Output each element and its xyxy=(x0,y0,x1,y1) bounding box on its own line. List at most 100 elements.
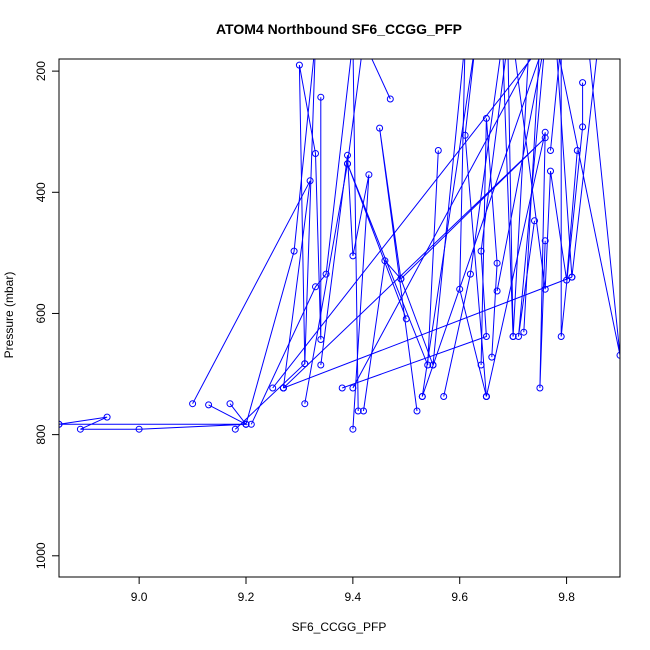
series-23 xyxy=(349,59,540,392)
data-point xyxy=(247,420,255,428)
series-line xyxy=(347,150,439,366)
data-point xyxy=(59,420,63,428)
data-point xyxy=(344,151,351,159)
data-point xyxy=(493,259,501,267)
data-point xyxy=(317,361,325,369)
series-line xyxy=(234,65,322,430)
data-point xyxy=(397,275,405,283)
series-line xyxy=(304,59,391,404)
series-15 xyxy=(477,114,501,369)
series-line xyxy=(480,118,498,366)
y-tick-label: 400 xyxy=(34,182,48,202)
data-point xyxy=(557,333,565,340)
series-20 xyxy=(556,59,620,359)
series-line xyxy=(514,59,578,290)
y-tick-label: 800 xyxy=(34,424,48,444)
data-point xyxy=(360,407,367,415)
series-line xyxy=(352,59,540,389)
data-point xyxy=(295,61,303,69)
data-point xyxy=(242,420,250,428)
data-point xyxy=(616,351,620,359)
series-21 xyxy=(269,59,540,400)
plot-area-frame xyxy=(58,58,621,578)
x-tick-label: 9.4 xyxy=(345,590,362,604)
data-point xyxy=(135,425,143,433)
data-point xyxy=(482,333,490,340)
data-point xyxy=(231,425,239,433)
data-point xyxy=(103,413,111,421)
data-point xyxy=(290,247,298,255)
data-point xyxy=(349,425,357,433)
data-point xyxy=(520,328,528,336)
y-tick-label: 600 xyxy=(34,303,48,323)
data-point xyxy=(547,147,554,154)
data-point xyxy=(541,237,549,245)
series-1 xyxy=(59,401,250,433)
series-layer xyxy=(59,59,620,433)
series-line xyxy=(283,137,546,389)
data-point xyxy=(376,124,384,132)
data-point xyxy=(226,400,234,408)
series-line xyxy=(59,404,248,430)
x-tick-label: 9.0 xyxy=(131,590,148,604)
data-point xyxy=(477,361,485,369)
data-point xyxy=(466,270,474,278)
x-tick-label: 9.8 xyxy=(558,590,575,604)
series-11 xyxy=(344,147,442,369)
data-point xyxy=(349,252,357,260)
series-line xyxy=(363,128,418,412)
data-point xyxy=(338,384,346,392)
data-point xyxy=(312,283,319,291)
data-point xyxy=(515,333,522,340)
data-point xyxy=(76,425,84,433)
series-line xyxy=(485,132,546,397)
series-22 xyxy=(279,273,576,392)
data-point xyxy=(317,93,325,101)
series-line xyxy=(432,59,487,397)
series-5 xyxy=(247,59,362,428)
data-point xyxy=(354,407,362,415)
series-line xyxy=(550,59,584,337)
series-14 xyxy=(440,59,529,400)
series-line xyxy=(556,59,620,356)
series-line xyxy=(421,59,487,397)
series-line xyxy=(342,59,514,389)
series-line xyxy=(272,59,540,397)
data-point xyxy=(461,131,469,139)
data-point xyxy=(541,285,549,293)
data-point xyxy=(477,247,485,255)
data-point xyxy=(547,167,554,175)
data-point xyxy=(536,384,544,392)
data-point xyxy=(456,285,464,293)
data-point xyxy=(493,287,501,295)
y-axis: 200 400 600 800 1000 xyxy=(34,61,60,569)
series-7 xyxy=(301,59,394,408)
data-point xyxy=(312,150,319,157)
data-point xyxy=(269,384,277,392)
data-point xyxy=(418,393,426,400)
series-9 xyxy=(338,59,517,392)
data-point xyxy=(386,95,394,103)
data-point xyxy=(349,384,357,392)
x-axis: 9.0 9.2 9.4 9.6 9.8 xyxy=(131,576,575,604)
series-line xyxy=(283,276,573,389)
data-point xyxy=(402,315,410,323)
data-point xyxy=(509,333,517,340)
data-point xyxy=(531,217,538,225)
series-19 xyxy=(547,59,587,340)
series-2 xyxy=(189,177,314,408)
series-8 xyxy=(317,151,373,433)
data-point xyxy=(279,384,287,392)
data-point xyxy=(541,128,549,136)
series-16 xyxy=(482,128,549,400)
data-point xyxy=(301,400,309,408)
series-line xyxy=(192,180,311,404)
data-point xyxy=(568,273,576,281)
data-point xyxy=(322,270,330,278)
chart-title: ATOM4 Northbound SF6_CCGG_PFP xyxy=(216,21,462,37)
data-point xyxy=(344,160,351,168)
data-point xyxy=(579,79,587,87)
data-point xyxy=(579,123,587,131)
x-tick-label: 9.6 xyxy=(451,590,468,604)
